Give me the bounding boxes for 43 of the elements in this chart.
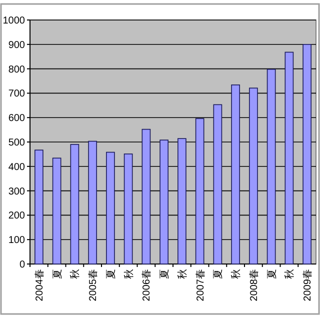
x-tick-label: 2008春: [248, 269, 260, 302]
x-tick-label: 秋: [284, 269, 296, 279]
bar: [178, 138, 186, 264]
x-tick-label: 夏: [106, 269, 117, 279]
bar: [266, 68, 276, 264]
y-tick-label: 500: [8, 138, 26, 148]
bar: [284, 52, 294, 264]
x-tick-label: 2004春: [34, 269, 46, 302]
bar: [142, 128, 151, 264]
bar: [70, 144, 80, 264]
x-tick-label: 夏: [266, 269, 278, 279]
bar: [213, 104, 222, 264]
bar: [52, 158, 62, 264]
y-tick-label: 800: [8, 64, 26, 76]
bar: [88, 140, 97, 264]
x-tick-label: 秋: [230, 269, 242, 279]
y-tick-label: 200: [8, 210, 26, 222]
y-tick-label: 0: [19, 260, 26, 270]
bar: [106, 152, 115, 264]
bar: [124, 154, 133, 264]
x-tick-label: 2009春: [302, 269, 314, 302]
bar: [302, 44, 312, 264]
y-tick-label: 100: [8, 235, 26, 246]
x-tick-label: 2006春: [142, 269, 153, 302]
x-tick-label: 2007春: [195, 269, 206, 302]
bar: [231, 84, 240, 264]
y-tick-label: 1000: [2, 16, 26, 26]
y-tick-label: 900: [8, 40, 26, 51]
x-tick-label: 夏: [213, 269, 224, 279]
bar: [160, 140, 168, 264]
y-tick-label: 400: [8, 162, 26, 173]
x-tick-label: 夏: [160, 269, 171, 279]
bar: [34, 150, 44, 264]
y-tick-label: 300: [8, 186, 26, 198]
bar: [249, 88, 258, 264]
bar: [195, 118, 204, 264]
x-tick-label: 2005春: [88, 269, 100, 302]
x-tick-label: 夏: [52, 269, 64, 279]
y-tick-label: 600: [8, 113, 26, 124]
x-tick-label: 秋: [122, 269, 135, 279]
x-tick-label: 秋: [176, 269, 188, 279]
y-tick-label: 700: [8, 88, 26, 100]
x-tick-label: 秋: [69, 269, 82, 279]
